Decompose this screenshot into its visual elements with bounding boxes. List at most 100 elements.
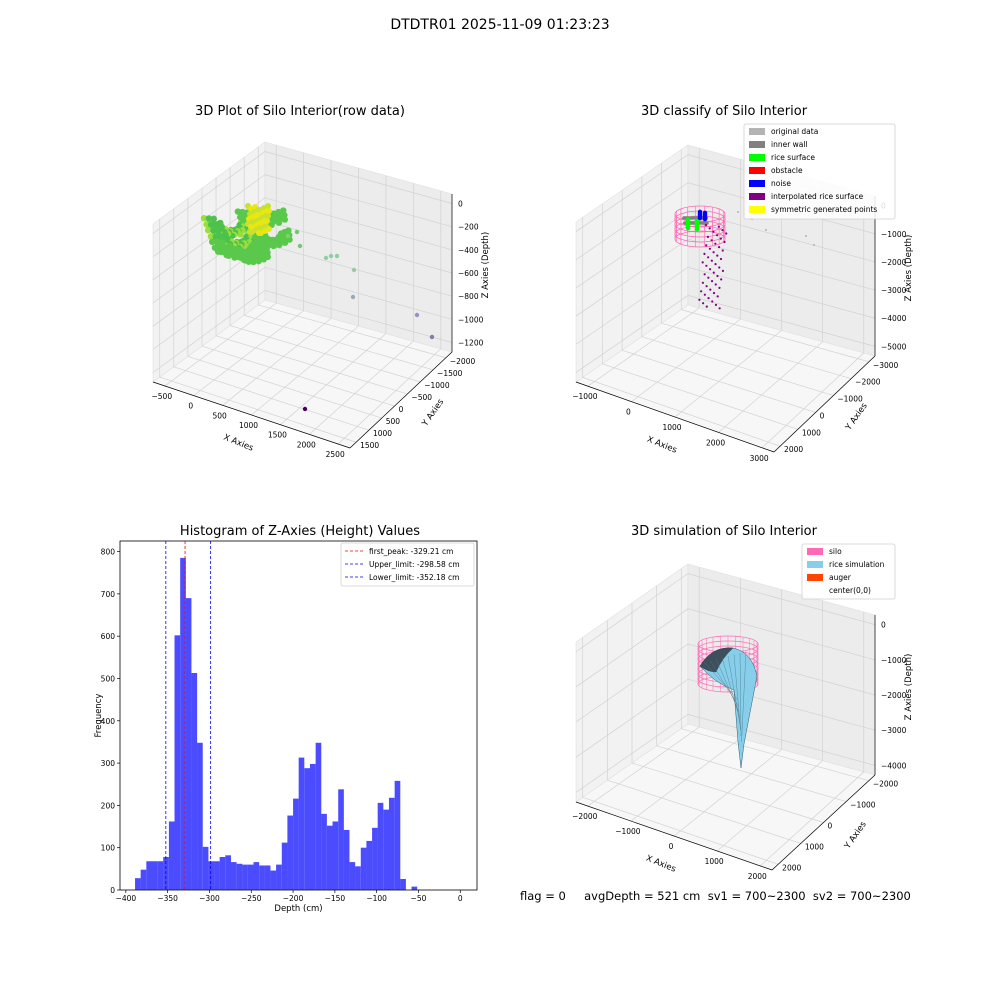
hist-bar bbox=[230, 862, 237, 890]
y-tick-label-2: 1000 bbox=[802, 428, 821, 437]
plot2-interpolated bbox=[708, 227, 711, 230]
hist-y-tick-label: 200 bbox=[101, 801, 116, 810]
plot1-point bbox=[334, 253, 340, 259]
plot2-interpolated bbox=[702, 302, 705, 305]
x-axis-label-1: X Axies bbox=[222, 433, 255, 454]
plot1-point bbox=[216, 244, 223, 252]
plot2-interpolated bbox=[698, 298, 701, 301]
grid-y-1 bbox=[258, 304, 446, 359]
plot1-point bbox=[266, 226, 272, 232]
plot4-legend-swatch bbox=[807, 574, 823, 581]
plot1-point bbox=[207, 233, 215, 240]
hist-bar bbox=[168, 821, 175, 890]
grid-z-4 bbox=[575, 678, 876, 758]
hist-bar bbox=[276, 864, 282, 890]
y-tick-label-4: 2000 bbox=[782, 863, 801, 872]
hist-bar bbox=[349, 862, 356, 890]
hist-y-tick-label: 800 bbox=[101, 548, 116, 557]
plot1-point bbox=[207, 221, 215, 228]
plot1-point bbox=[238, 247, 245, 254]
hist-bar bbox=[411, 886, 418, 890]
plot4-legend-label: rice simulation bbox=[829, 560, 885, 569]
z-tick-label-1: −400 bbox=[458, 246, 479, 255]
plot2-interpolated bbox=[710, 280, 714, 283]
plot2-interpolated bbox=[708, 247, 712, 250]
plot4-mesh-line bbox=[727, 655, 741, 725]
grid-z-4 bbox=[575, 608, 876, 688]
plot2-original bbox=[765, 229, 767, 231]
hist-legend-label: Upper_limit: -298.58 cm bbox=[369, 560, 460, 569]
grid-y-4 bbox=[582, 796, 779, 865]
grid-x-1 bbox=[164, 302, 277, 387]
hist-x-tick-label: −50 bbox=[411, 894, 427, 903]
y-tick-label-1: −1500 bbox=[437, 369, 463, 378]
x-tick-label-1: 1000 bbox=[239, 421, 258, 430]
plot2-interpolated bbox=[716, 274, 719, 278]
plot2-interpolated bbox=[716, 234, 719, 237]
y-tick-label-2: −1000 bbox=[837, 395, 863, 404]
hist-bar bbox=[157, 861, 164, 890]
plot2-legend-label: rice surface bbox=[771, 153, 815, 162]
hist-y-tick-label: 0 bbox=[110, 886, 115, 895]
grid-x-1 bbox=[222, 318, 332, 406]
plot4-mesh-line bbox=[739, 652, 742, 737]
plot1-point bbox=[200, 214, 208, 222]
x-tick-label-2: 1000 bbox=[662, 423, 681, 432]
plot1-point bbox=[297, 243, 303, 249]
plot2-interpolated bbox=[705, 305, 708, 308]
z-tick-label-4: −2000 bbox=[881, 691, 907, 700]
z-tick-label-1: −200 bbox=[458, 223, 479, 232]
plot1-point bbox=[247, 229, 253, 235]
hist-bar bbox=[321, 813, 327, 890]
hist-title: Histogram of Z-Axies (Height) Values bbox=[179, 524, 421, 539]
z-axis-label-4: Z Axies (Depth) bbox=[904, 654, 914, 721]
hist-bar bbox=[338, 789, 344, 890]
hist-bar bbox=[293, 798, 299, 890]
grid-y-4 bbox=[681, 728, 869, 782]
hist-bar bbox=[326, 825, 333, 890]
plot4-title: 3D simulation of Silo Interior bbox=[631, 524, 817, 539]
plot2-original bbox=[813, 244, 815, 246]
plot2-interpolated bbox=[711, 300, 714, 303]
x-tick-label-1: 2500 bbox=[326, 450, 345, 459]
plot2-interpolated bbox=[717, 246, 721, 249]
plot2-title: 3D classify of Silo Interior bbox=[640, 104, 808, 119]
hist-bar bbox=[309, 763, 316, 890]
plot1-point bbox=[215, 227, 222, 234]
plot2-interpolated bbox=[723, 240, 726, 244]
hist-bar bbox=[264, 865, 271, 890]
hist-bar bbox=[298, 757, 305, 890]
axis-x-1 bbox=[152, 381, 351, 449]
hist-legend-label: Lower_limit: -352.18 cm bbox=[369, 573, 459, 582]
x-axis-label-4: X Axies bbox=[644, 854, 677, 875]
grid-x-1 bbox=[251, 325, 359, 416]
grid-z-1 bbox=[152, 151, 453, 234]
plot2-legend-swatch bbox=[749, 193, 765, 200]
grid-x-2 bbox=[761, 352, 865, 449]
grid-y-2 bbox=[681, 309, 870, 363]
plot2-interpolated bbox=[705, 285, 708, 288]
plot4-legend bbox=[801, 543, 896, 600]
hist-bar bbox=[197, 742, 203, 890]
axis-x-2 bbox=[575, 381, 775, 453]
hist-legend bbox=[340, 542, 475, 587]
axis-y-1 bbox=[349, 351, 453, 449]
plot2-interpolated bbox=[717, 225, 720, 228]
y-tick-label-2: 0 bbox=[820, 411, 825, 420]
plot1-point bbox=[210, 227, 217, 234]
plot2-interpolated bbox=[700, 290, 703, 293]
hist-y-tick-label: 300 bbox=[101, 759, 116, 768]
plot2-interpolated bbox=[716, 295, 719, 298]
grid-x-2 bbox=[674, 330, 782, 418]
plot2-legend-swatch bbox=[749, 154, 765, 161]
grid-y-1 bbox=[173, 366, 370, 431]
plot2-inner-wall bbox=[690, 216, 694, 220]
plot2-noise bbox=[702, 214, 708, 220]
plot2-interpolated bbox=[712, 291, 716, 295]
hist-bar bbox=[185, 598, 192, 890]
plot1-point bbox=[208, 238, 216, 246]
hist-y-axis-label: Frequency bbox=[94, 694, 104, 738]
hist-bar bbox=[377, 802, 384, 890]
grid-x-1 bbox=[280, 333, 387, 425]
plot1-point bbox=[256, 230, 262, 236]
